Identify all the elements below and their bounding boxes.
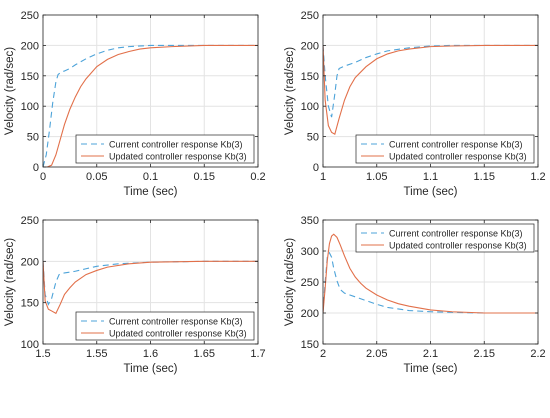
x-tick-label: 1 — [320, 171, 326, 183]
y-tick-label: 150 — [21, 298, 39, 310]
x-tick-label: 1.65 — [194, 348, 215, 360]
y-tick-label: 100 — [21, 101, 39, 113]
legend-box — [75, 311, 255, 341]
x-tick-label: 0.15 — [194, 171, 215, 183]
y-tick-label: 200 — [21, 40, 39, 52]
legend: Current controller response Kb(3) Updated… — [355, 223, 535, 253]
chart-panel-1: 0 0.05 0.1 0.15 0.2 0 50 100 150 200 250 Time (sec)… — [4, 10, 266, 198]
y-tick-label: 350 — [301, 215, 319, 227]
legend: Current controller response Kb(3) Updated… — [75, 134, 255, 164]
x-tick-label: 0.1 — [143, 171, 158, 183]
legend-label-current: Current controller response Kb(3) — [389, 140, 523, 150]
chart-panel-4: 2 2.05 2.1 2.15 2.2 150 200 250 300 350 Time (sec)… — [284, 215, 546, 375]
y-tick-label: 300 — [301, 246, 319, 258]
series-line-updated — [43, 260, 258, 315]
x-tick-label: 0.05 — [86, 171, 107, 183]
y-tick-label: 50 — [27, 132, 39, 144]
y-tick-label: 200 — [21, 256, 39, 268]
x-axis-label: Time (sec) — [124, 186, 178, 198]
y-tick-label: 250 — [21, 215, 39, 227]
chart-panel-3: 1.5 1.55 1.6 1.65 1.7 100 150 200 250 Time (sec) V… — [4, 215, 266, 375]
x-tick-label: 0 — [40, 171, 46, 183]
y-tick-label: 200 — [301, 40, 319, 52]
series-line-updated — [323, 44, 538, 135]
legend-label-updated: Updated controller response Kb(3) — [109, 329, 247, 339]
y-axis-label: Velocity (rad/sec) — [4, 47, 16, 135]
x-axis-label: Time (sec) — [124, 363, 178, 375]
y-tick-label: 150 — [301, 71, 319, 83]
y-tick-label: 200 — [301, 308, 319, 320]
x-tick-label: 1.6 — [143, 348, 158, 360]
y-axis-label: Velocity (rad/sec) — [284, 238, 296, 326]
x-tick-label: 2.15 — [474, 348, 495, 360]
series-line-updated — [43, 44, 258, 167]
series-line-current — [43, 44, 258, 167]
y-axis-label: Velocity (rad/sec) — [4, 238, 16, 326]
y-tick-label: 0 — [313, 162, 319, 174]
legend-label-current: Current controller response Kb(3) — [389, 229, 523, 239]
x-tick-label: 2.1 — [423, 348, 438, 360]
x-axis-label: Time (sec) — [404, 186, 458, 198]
x-tick-label: 2 — [320, 348, 326, 360]
y-tick-label: 150 — [301, 339, 319, 351]
y-tick-label: 150 — [21, 71, 39, 83]
legend-label-current: Current controller response Kb(3) — [109, 140, 243, 150]
series-line-current — [323, 251, 538, 314]
legend-box — [355, 223, 535, 253]
x-tick-label: 1.5 — [35, 348, 50, 360]
x-tick-label: 2.05 — [366, 348, 387, 360]
y-tick-label: 0 — [33, 162, 39, 174]
x-axis-label: Time (sec) — [404, 363, 458, 375]
x-tick-label: 2.2 — [530, 348, 545, 360]
x-tick-label: 0.2 — [250, 171, 265, 183]
y-axis-label: Velocity (rad/sec) — [284, 47, 296, 135]
x-tick-label: 1.1 — [423, 171, 438, 183]
x-tick-label: 1.55 — [86, 348, 107, 360]
legend: Current controller response Kb(3) Updated… — [355, 134, 535, 164]
chart-panel-2: 1 1.05 1.1 1.15 1.2 0 50 100 150 200 250 Time (sec)… — [284, 10, 546, 198]
x-tick-label: 1.15 — [474, 171, 495, 183]
y-tick-label: 100 — [301, 101, 319, 113]
y-tick-label: 100 — [21, 339, 39, 351]
legend-box — [75, 134, 255, 164]
x-tick-label: 1.7 — [250, 348, 265, 360]
x-tick-label: 1.05 — [366, 171, 387, 183]
legend-label-current: Current controller response Kb(3) — [109, 317, 243, 327]
y-tick-label: 250 — [301, 277, 319, 289]
legend-label-updated: Updated controller response Kb(3) — [389, 152, 527, 162]
legend-box — [355, 134, 535, 164]
y-tick-label: 250 — [301, 10, 319, 22]
series-line-current — [323, 44, 538, 118]
x-tick-label: 1.2 — [530, 171, 545, 183]
y-tick-label: 250 — [21, 10, 39, 22]
y-tick-label: 50 — [307, 132, 319, 144]
legend-label-updated: Updated controller response Kb(3) — [389, 241, 527, 251]
legend-label-updated: Updated controller response Kb(3) — [109, 152, 247, 162]
legend: Current controller response Kb(3) Updated… — [75, 311, 255, 341]
series-line-updated — [323, 233, 538, 314]
